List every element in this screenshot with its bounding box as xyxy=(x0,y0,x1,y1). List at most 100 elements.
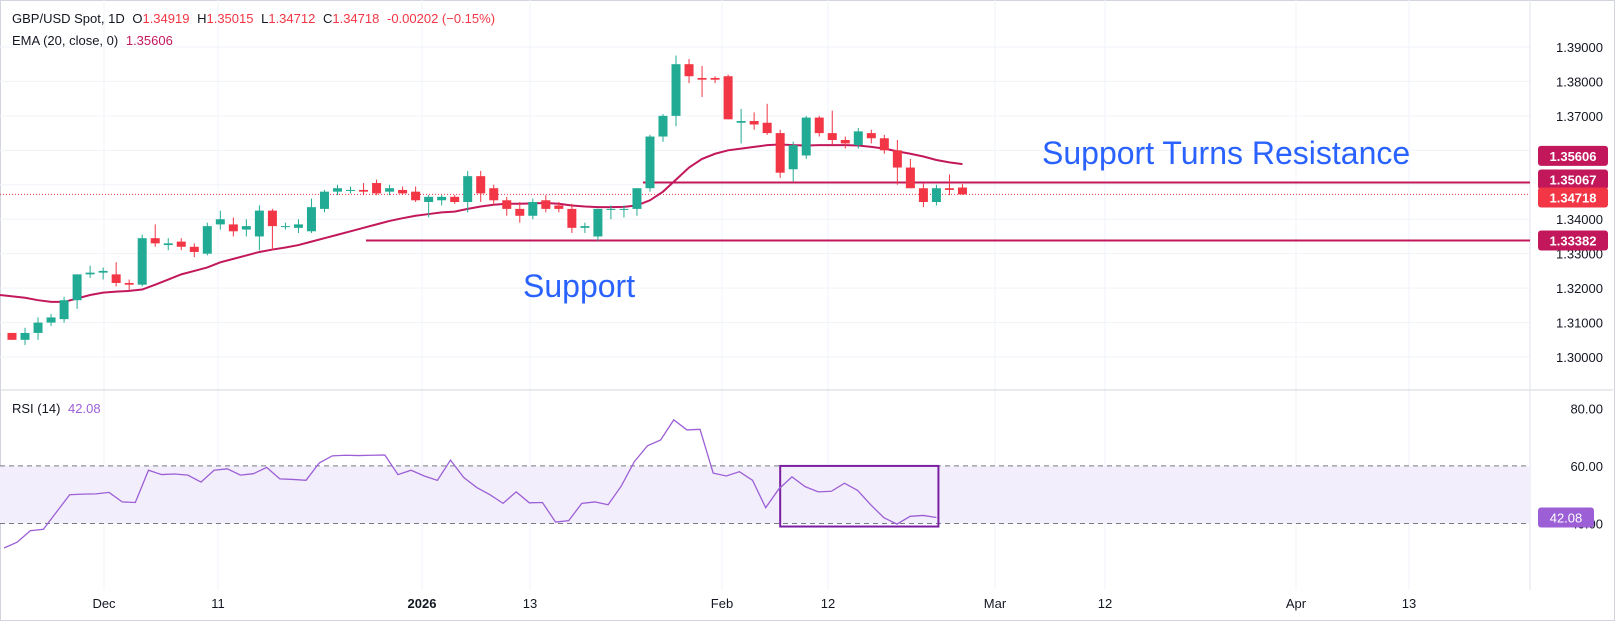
candle xyxy=(33,317,43,340)
x-tick-label: 12 xyxy=(821,596,835,611)
candle-body xyxy=(437,196,447,201)
candle xyxy=(359,183,369,196)
rsi-series xyxy=(3,418,937,549)
candle-series xyxy=(7,55,967,345)
candle-body xyxy=(33,322,43,333)
candle-body xyxy=(580,226,590,228)
candle xyxy=(697,65,707,97)
candle xyxy=(424,195,434,218)
y-tick-label: 1.38000 xyxy=(1556,74,1603,89)
candle xyxy=(59,296,69,323)
y-tick-label: 1.30000 xyxy=(1556,350,1603,365)
candle xyxy=(254,205,264,251)
candle-body xyxy=(228,224,238,232)
candle xyxy=(554,202,564,213)
candle xyxy=(72,274,82,309)
candle xyxy=(606,205,616,220)
x-tick-label: 12 xyxy=(1098,596,1112,611)
candle-body xyxy=(814,117,824,134)
support-annotation[interactable]: Support xyxy=(523,268,635,304)
candle xyxy=(46,313,56,327)
axis-labels: Dec 11 2026 13 Feb 12 Mar 12 Apr 13 1.39000 1.38000… xyxy=(92,40,1603,611)
candle xyxy=(918,183,928,208)
candle-body xyxy=(150,238,160,244)
candle xyxy=(814,115,824,137)
candle-body xyxy=(788,145,798,170)
x-tick-label: Feb xyxy=(711,596,733,611)
candle xyxy=(450,195,460,204)
change-value: -0.00202 (−0.15%) xyxy=(386,11,496,26)
candle xyxy=(723,74,733,120)
close-value: 1.34718 xyxy=(332,11,380,26)
y-tick-label: 1.39000 xyxy=(1556,40,1603,55)
candle xyxy=(7,332,17,340)
candle-body xyxy=(905,167,915,189)
x-tick-label: Apr xyxy=(1286,596,1307,611)
candle-body xyxy=(723,76,733,120)
candle-body xyxy=(85,272,95,275)
rsi-tick-label: 80.00 xyxy=(1570,401,1603,416)
candle xyxy=(202,222,212,256)
candle xyxy=(176,238,186,251)
x-tick-label: 11 xyxy=(211,596,225,611)
rsi-label[interactable]: RSI (14) xyxy=(12,401,61,416)
price-tag xyxy=(1538,187,1608,208)
candle-body xyxy=(528,202,538,216)
x-tick-label: 2026 xyxy=(408,596,437,611)
ema-label[interactable]: EMA (20, close, 0) xyxy=(12,33,119,48)
grid-lines xyxy=(0,0,1613,590)
candle xyxy=(20,327,30,345)
rsi-line xyxy=(3,418,937,549)
candle xyxy=(502,196,512,216)
candle-body xyxy=(46,317,56,323)
candle-body xyxy=(541,200,551,209)
candle xyxy=(632,188,642,216)
candle-body xyxy=(293,224,303,228)
candle xyxy=(671,55,681,127)
close-label: C xyxy=(322,11,333,26)
candle-body xyxy=(775,133,785,173)
candle-body xyxy=(333,188,342,192)
symbol-title[interactable]: GBP/USD Spot, 1D xyxy=(12,11,125,26)
candle-body xyxy=(241,226,251,230)
candle-body xyxy=(7,332,17,340)
candle-body xyxy=(502,200,512,209)
candle xyxy=(398,186,408,196)
candle-body xyxy=(489,188,499,201)
candle xyxy=(749,112,759,130)
x-tick-label: 13 xyxy=(523,596,537,611)
x-tick-label: Mar xyxy=(984,596,1007,611)
candle-body xyxy=(346,189,356,191)
rsi-pane xyxy=(0,464,1530,528)
candle xyxy=(385,184,395,196)
candle-body xyxy=(619,208,629,210)
rsi-highlight-box xyxy=(779,464,940,528)
candle-body xyxy=(931,188,941,202)
candle xyxy=(762,103,772,135)
candle-body xyxy=(385,188,395,192)
ema-legend: EMA (20, close, 0) 1.35606 xyxy=(12,33,177,48)
candle-body xyxy=(918,188,928,202)
open-value: 1.34919 xyxy=(142,11,190,26)
price-tag-text: 1.33382 xyxy=(1550,234,1597,249)
candle xyxy=(111,262,121,287)
resistance-annotation[interactable]: Support Turns Resistance xyxy=(1042,135,1410,171)
candle-body xyxy=(944,188,954,190)
candle-body xyxy=(111,274,121,283)
price-tag-text: 1.35067 xyxy=(1550,172,1597,187)
candle-body xyxy=(267,210,277,227)
horizontal-levels[interactable] xyxy=(0,181,1530,242)
candle xyxy=(710,76,720,84)
candle-body xyxy=(645,136,655,189)
candle xyxy=(98,267,108,280)
y-tick-label: 1.32000 xyxy=(1556,281,1603,296)
candle-body xyxy=(450,196,460,202)
candle xyxy=(840,136,850,149)
candle xyxy=(801,115,811,159)
candle xyxy=(944,174,954,196)
candle-body xyxy=(632,188,642,209)
candle xyxy=(150,224,160,247)
candle xyxy=(658,114,668,142)
candle xyxy=(137,234,147,287)
